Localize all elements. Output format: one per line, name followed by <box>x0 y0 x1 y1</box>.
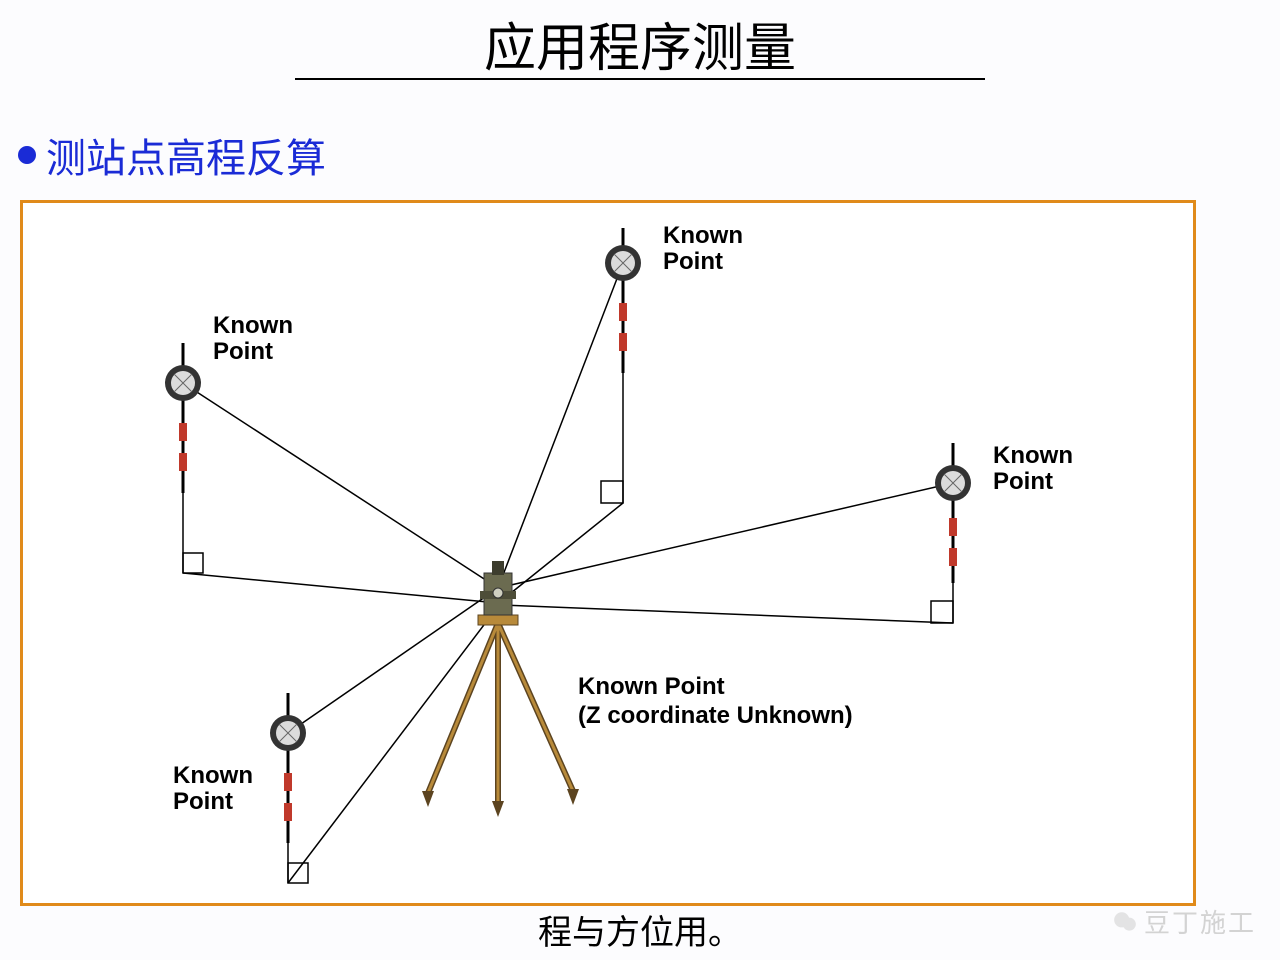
label-kp4: Known Point <box>173 763 253 816</box>
prism-kp3 <box>935 443 971 583</box>
diagram-frame: Known Point Known Point Known Point Know… <box>20 200 1196 906</box>
label-kp1: Known Point <box>213 313 293 366</box>
label-station: Known Point (Z coordinate Unknown) <box>578 673 853 731</box>
watermark: 豆丁施工 <box>1112 903 1256 940</box>
label-station-line1: Known Point <box>578 673 853 702</box>
bullet-text: 测站点高程反算 <box>46 126 326 184</box>
watermark-text: 豆丁施工 <box>1144 903 1256 940</box>
sight-lines <box>183 263 953 733</box>
title-underline <box>295 78 985 80</box>
footer-text-fragment: 程与方位用。 <box>538 905 742 954</box>
slide-title: 应用程序测量 <box>0 6 1280 81</box>
wechat-icon <box>1112 909 1138 935</box>
total-station-icon <box>422 561 579 817</box>
prism-kp2 <box>605 228 641 373</box>
prism-kp1 <box>165 343 201 493</box>
prism-kp4 <box>270 693 306 843</box>
bullet-dot-icon <box>18 146 36 164</box>
label-station-line2: (Z coordinate Unknown) <box>578 702 853 731</box>
label-kp2: Known Point <box>663 223 743 276</box>
bullet-row: 测站点高程反算 <box>18 126 326 184</box>
label-kp3: Known Point <box>993 443 1073 496</box>
